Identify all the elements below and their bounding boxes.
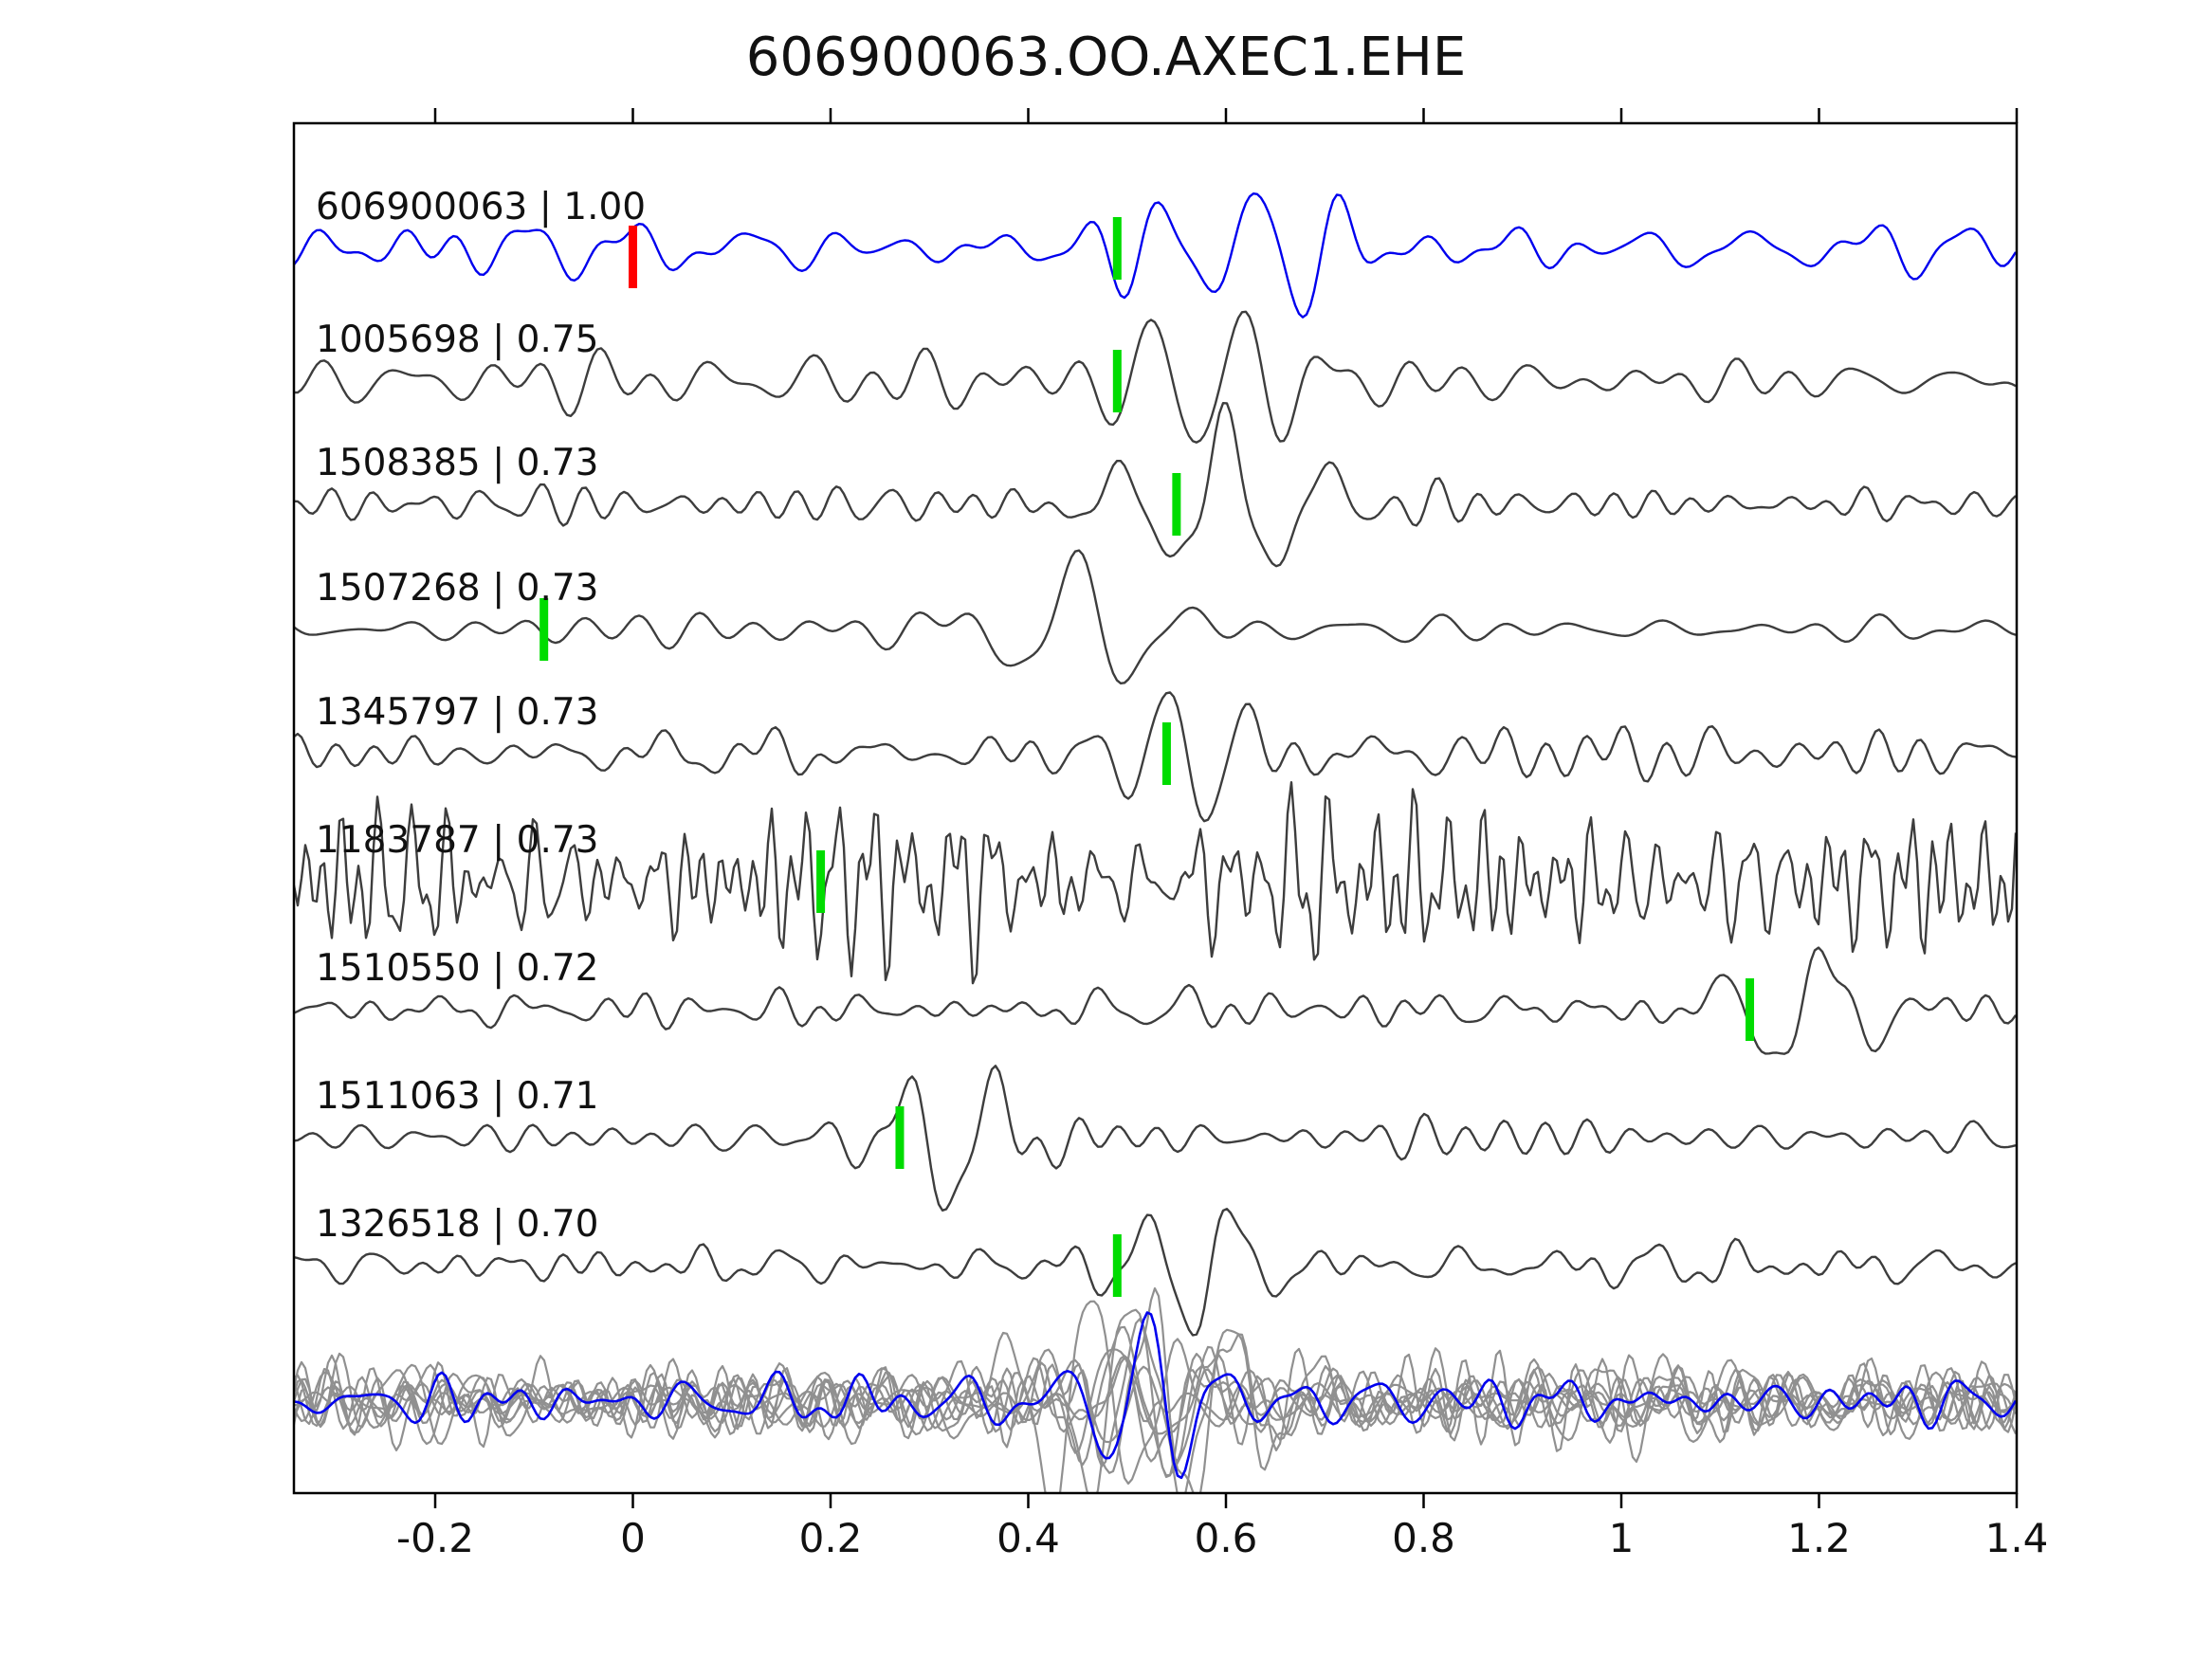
trace-label: 606900063 | 1.00 (316, 186, 647, 228)
x-tick-label: -0.2 (396, 1515, 474, 1561)
trace-label: 1005698 | 0.75 (316, 319, 599, 361)
waveform-trace-1005698 (294, 310, 2017, 444)
waveforms-group (294, 191, 2017, 1493)
trace-label: 1507268 | 0.73 (316, 567, 599, 610)
waveform-trace-606900063 (294, 191, 2017, 319)
overlay-gray-trace (294, 1286, 2017, 1493)
trace-label: 1511063 | 0.71 (316, 1075, 599, 1118)
overlay-gray-trace (294, 1318, 2017, 1493)
x-tick-label: 0.2 (798, 1515, 863, 1561)
waveform-trace-1345797 (294, 691, 2017, 823)
x-tick-label: 1.4 (1984, 1515, 2049, 1561)
waveform-trace-1511063 (294, 1065, 2017, 1212)
plot-border (292, 121, 2019, 1495)
overlay-template-trace (294, 1311, 2017, 1480)
x-tick-label: 0.6 (1194, 1515, 1258, 1561)
x-tick-label: 1 (1608, 1515, 1635, 1561)
x-tick-label: 1.2 (1787, 1515, 1851, 1561)
x-tick-label: 0.8 (1392, 1515, 1455, 1561)
waveform-trace-1510550 (294, 946, 2017, 1055)
trace-label: 1345797 | 0.73 (316, 691, 599, 734)
x-tick-label: 0 (620, 1515, 646, 1561)
x-tick-label: 0.4 (996, 1515, 1060, 1561)
waveform-trace-1508385 (294, 402, 2017, 568)
trace-label: 1508385 | 0.73 (316, 442, 599, 484)
trace-label: 1510550 | 0.72 (316, 947, 599, 990)
trace-label: 1326518 | 0.70 (316, 1203, 599, 1246)
waveform-trace-1507268 (294, 549, 2017, 684)
trace-label: 1183787 | 0.73 (316, 819, 599, 862)
plot-title: 606900063.OO.AXEC1.EHE (745, 27, 1467, 88)
waveform-trace-1326518 (294, 1207, 2017, 1337)
waveform-trace-1183787 (294, 781, 2017, 985)
